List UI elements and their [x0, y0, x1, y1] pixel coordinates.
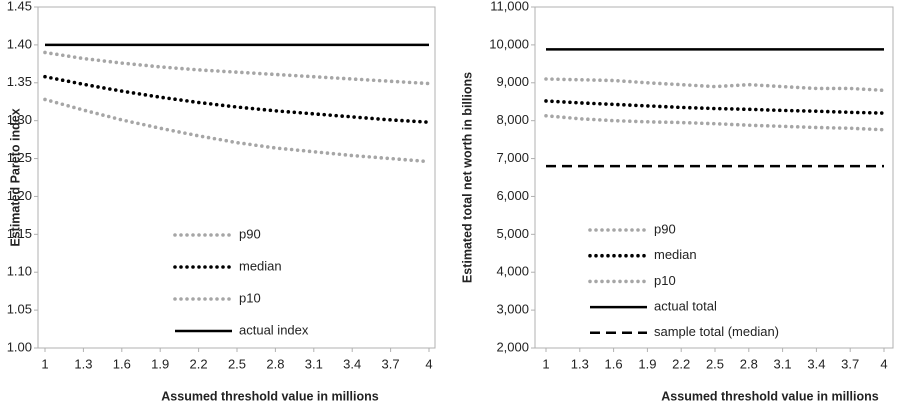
y-tick-label: 2,000 [496, 339, 529, 354]
x-tick-label: 1.3 [571, 356, 589, 371]
series-line [43, 97, 431, 164]
series-line [43, 50, 431, 86]
y-tick-label: 10,000 [489, 36, 529, 51]
y-tick-label: 5,000 [496, 226, 529, 241]
series-line [544, 113, 886, 132]
legend-label: p90 [654, 221, 676, 236]
x-tick-label: 3.7 [841, 356, 859, 371]
y-tick-label: 1.10 [7, 264, 32, 279]
x-tick-label: 1.9 [151, 356, 169, 371]
x-axis-label: Assumed threshold value in millions [161, 389, 378, 403]
legend-label: actual total [654, 299, 717, 314]
y-axis-label: Estimated Pareto index [8, 108, 22, 246]
x-tick-label: 1.9 [638, 356, 656, 371]
y-tick-label: 1.40 [7, 36, 32, 51]
y-tick-label: 1.05 [7, 302, 32, 317]
y-tick-label: 1.20 [7, 188, 32, 203]
legend-label: median [239, 258, 282, 273]
legend-label: p10 [239, 290, 261, 305]
x-tick-label: 4 [425, 356, 432, 371]
y-tick-label: 1.25 [7, 150, 32, 165]
y-tick-label: 8,000 [496, 112, 529, 127]
y-tick-label: 1.30 [7, 112, 32, 127]
x-tick-label: 2.5 [228, 356, 246, 371]
series-line [544, 77, 886, 93]
x-tick-label: 2.8 [740, 356, 758, 371]
x-tick-label: 2.5 [706, 356, 724, 371]
y-tick-label: 1.00 [7, 339, 32, 354]
y-tick-label: 4,000 [496, 264, 529, 279]
x-tick-label: 1.3 [74, 356, 92, 371]
y-tick-label: 6,000 [496, 188, 529, 203]
y-axis-label: Estimated total net worth in billions [460, 72, 474, 283]
x-tick-label: 1 [41, 356, 48, 371]
legend-label: actual index [239, 322, 309, 337]
x-tick-label: 2.2 [190, 356, 208, 371]
series-line [43, 74, 431, 124]
x-tick-label: 3.4 [343, 356, 361, 371]
legend-label: p10 [654, 273, 676, 288]
x-tick-label: 4 [880, 356, 887, 371]
x-tick-label: 1.6 [113, 356, 131, 371]
y-tick-label: 1.45 [7, 0, 32, 13]
x-tick-label: 3.7 [382, 356, 400, 371]
y-tick-label: 3,000 [496, 302, 529, 317]
y-tick-label: 9,000 [496, 74, 529, 89]
y-tick-label: 1.35 [7, 74, 32, 89]
x-tick-label: 2.2 [672, 356, 690, 371]
legend-label: sample total (median) [654, 324, 779, 339]
y-tick-label: 7,000 [496, 150, 529, 165]
plot-frame [37, 6, 436, 349]
x-tick-label: 1.6 [605, 356, 623, 371]
x-tick-label: 3.1 [305, 356, 323, 371]
x-axis-label: Assumed threshold value in millions [661, 389, 878, 403]
series-line [544, 99, 886, 115]
x-tick-label: 3.4 [807, 356, 825, 371]
plot-frame [534, 6, 894, 349]
x-tick-label: 2.8 [266, 356, 284, 371]
x-tick-label: 1 [542, 356, 549, 371]
legend-label: median [654, 247, 697, 262]
legend-label: p90 [239, 226, 261, 241]
y-tick-label: 1.15 [7, 226, 32, 241]
y-tick-label: 11,000 [490, 0, 529, 13]
x-tick-label: 3.1 [774, 356, 792, 371]
